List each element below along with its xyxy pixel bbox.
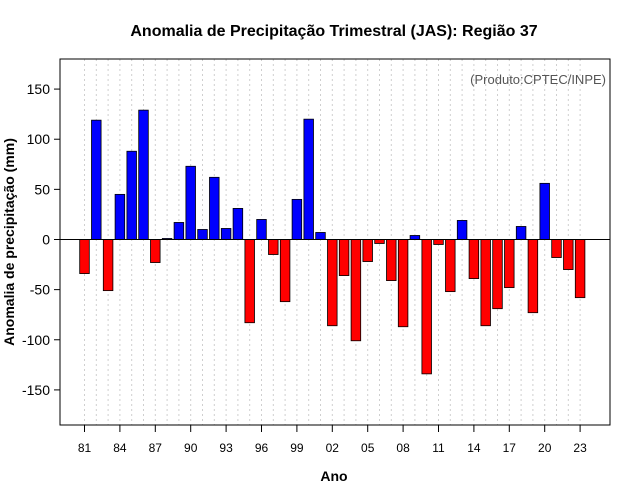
y-tick-label--150: -150 xyxy=(22,382,50,398)
x-tick-label-11: 11 xyxy=(432,441,445,455)
bar-2005 xyxy=(362,239,373,262)
bar-1983 xyxy=(102,239,114,292)
bar-2023 xyxy=(574,239,586,299)
bar-1993 xyxy=(220,228,232,240)
x-tick-label-14: 14 xyxy=(467,441,481,455)
x-tick-label-93: 93 xyxy=(219,441,233,455)
bar-1984 xyxy=(114,193,126,240)
bar-1998 xyxy=(279,239,291,303)
bars-layer xyxy=(79,109,586,375)
y-tick-label-50: 50 xyxy=(34,181,50,197)
x-tick-label-96: 96 xyxy=(255,441,269,455)
bar-2008 xyxy=(397,239,409,328)
bar-1982 xyxy=(91,119,102,240)
x-tick-label-05: 05 xyxy=(361,441,375,455)
bar-2015 xyxy=(480,239,491,327)
bar-1999 xyxy=(291,198,303,240)
bar-2009 xyxy=(409,235,421,240)
bar-1994 xyxy=(232,208,244,240)
grid-layer xyxy=(84,59,581,425)
bar-1996 xyxy=(256,219,267,240)
plot-frame xyxy=(59,58,611,426)
bar-2018 xyxy=(515,226,527,240)
x-tick-label-23: 23 xyxy=(573,441,587,455)
bar-2017 xyxy=(504,239,515,289)
bar-1987 xyxy=(150,239,161,263)
x-tick-label-84: 84 xyxy=(113,441,127,455)
bar-1989 xyxy=(173,222,185,240)
x-tick-label-81: 81 xyxy=(78,441,92,455)
bar-2012 xyxy=(445,239,456,293)
bar-1992 xyxy=(209,176,220,240)
credit-label: (Produto:CPTEC/INPE) xyxy=(470,72,606,87)
bar-1986 xyxy=(138,109,149,240)
bar-1981 xyxy=(79,239,90,274)
bar-2019 xyxy=(527,239,539,314)
bar-2022 xyxy=(563,239,574,270)
bar-1985 xyxy=(126,150,137,240)
x-tick-label-02: 02 xyxy=(326,441,340,455)
bar-1990 xyxy=(185,165,196,240)
x-tick-label-20: 20 xyxy=(538,441,552,455)
bar-2014 xyxy=(468,239,480,280)
y-tick-label-150: 150 xyxy=(27,81,51,97)
bar-2007 xyxy=(386,239,397,282)
y-axis-title: Anomalia de precipitação (mm) xyxy=(1,138,17,346)
x-axis-title: Ano xyxy=(320,468,347,484)
bar-1995 xyxy=(244,239,255,324)
bar-2020 xyxy=(539,182,550,240)
bar-2011 xyxy=(433,239,444,245)
x-tick-label-99: 99 xyxy=(290,441,304,455)
bar-2001 xyxy=(315,232,326,240)
y-tick-label--100: -100 xyxy=(22,332,50,348)
bar-2003 xyxy=(338,239,350,276)
bar-2000 xyxy=(303,118,314,240)
bar-2002 xyxy=(327,239,338,327)
bar-2004 xyxy=(350,239,362,342)
bar-2006 xyxy=(374,239,385,244)
axes-layer: -150 -100 -50 0 50 100 150 81 84 87 90 93 96 99 02 05 08… xyxy=(22,58,611,455)
bar-2016 xyxy=(492,239,503,310)
bar-1991 xyxy=(197,229,208,240)
x-tick-label-90: 90 xyxy=(184,441,198,455)
y-tick-label--50: -50 xyxy=(30,282,50,298)
x-tick-label-17: 17 xyxy=(503,441,517,455)
bar-2021 xyxy=(551,239,562,258)
chart-title: Anomalia de Precipitação Trimestral (JAS… xyxy=(130,23,537,40)
bar-2010 xyxy=(421,239,432,375)
bar-2013 xyxy=(456,220,468,240)
y-tick-label-100: 100 xyxy=(27,131,51,147)
x-tick-label-87: 87 xyxy=(149,441,163,455)
y-tick-label-0: 0 xyxy=(42,231,50,247)
x-tick-label-08: 08 xyxy=(396,441,410,455)
bar-1997 xyxy=(268,239,279,255)
